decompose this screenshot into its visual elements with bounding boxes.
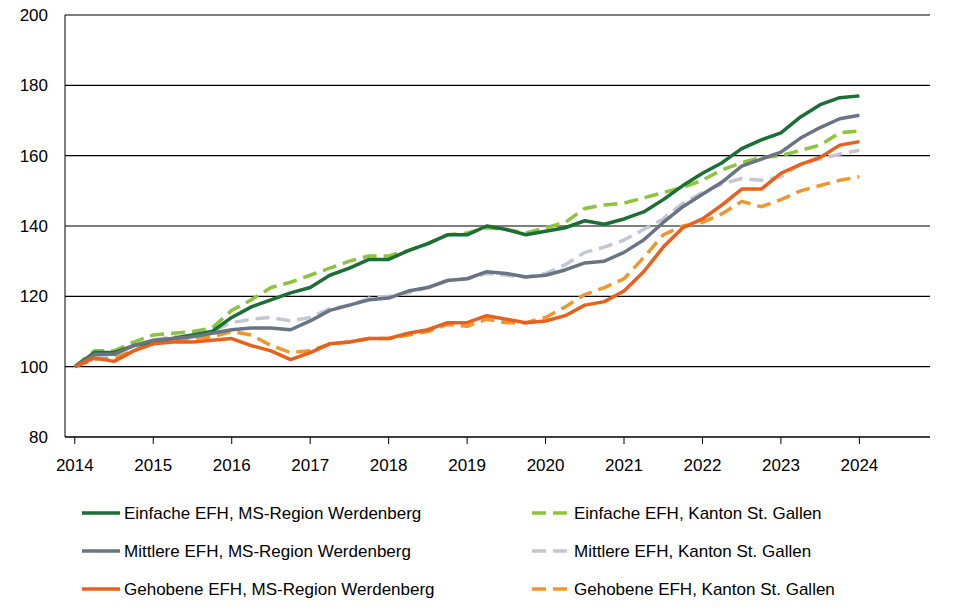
legend-key bbox=[82, 549, 120, 553]
y-tick-label: 80 bbox=[29, 428, 48, 447]
x-tick bbox=[624, 437, 625, 444]
y-tick-label: 120 bbox=[20, 287, 48, 306]
x-tick bbox=[74, 437, 75, 444]
y-grid: 80 100 120 140 160 180 200 bbox=[20, 6, 930, 447]
y-tick-label: 100 bbox=[20, 358, 48, 377]
x-tick bbox=[780, 437, 781, 444]
x-tick-label: 2023 bbox=[762, 456, 800, 475]
legend-label: Mittlere EFH, Kanton St. Gallen bbox=[574, 542, 811, 561]
x-tick bbox=[153, 437, 154, 444]
y-tick-label: 200 bbox=[20, 6, 48, 25]
legend-label: Gehobene EFH, Kanton St. Gallen bbox=[574, 580, 835, 599]
x-tick-label: 2014 bbox=[56, 456, 94, 475]
y-tick-label: 160 bbox=[20, 147, 48, 166]
series-line bbox=[75, 142, 860, 367]
y-tick-label: 180 bbox=[20, 76, 48, 95]
grid-line bbox=[65, 436, 930, 437]
x-tick-label: 2020 bbox=[527, 456, 565, 475]
y-tick-label: 140 bbox=[20, 217, 48, 236]
x-tick bbox=[545, 437, 546, 444]
x-tick-label: 2021 bbox=[605, 456, 643, 475]
grid-line bbox=[65, 366, 930, 367]
x-tick-label: 2017 bbox=[291, 456, 329, 475]
x-tick bbox=[702, 437, 703, 444]
legend-key bbox=[532, 549, 570, 553]
x-tick-label: 2019 bbox=[448, 456, 486, 475]
grid-line bbox=[65, 296, 930, 297]
x-tick bbox=[231, 437, 232, 444]
legend-key bbox=[82, 587, 120, 591]
legend-label: Einfache EFH, MS-Region Werdenberg bbox=[124, 504, 421, 523]
x-axis: 2014 2015 2016 2017 2018 2019 2020 2021 2022 2023… bbox=[56, 437, 878, 475]
legend-key bbox=[82, 511, 120, 515]
x-tick bbox=[388, 437, 389, 444]
grid-line bbox=[65, 155, 930, 156]
legend-label: Gehobene EFH, MS-Region Werdenberg bbox=[124, 580, 435, 599]
x-tick bbox=[310, 437, 311, 444]
series-line bbox=[75, 96, 860, 367]
x-tick-label: 2015 bbox=[134, 456, 172, 475]
x-tick-label: 2022 bbox=[684, 456, 722, 475]
x-tick-label: 2024 bbox=[840, 456, 878, 475]
x-tick-label: 2016 bbox=[213, 456, 251, 475]
y-axis-line bbox=[65, 15, 66, 437]
legend: Einfache EFH, MS-Region Werdenberg Einfac… bbox=[82, 504, 835, 599]
series-line bbox=[75, 115, 860, 366]
x-tick bbox=[467, 437, 468, 444]
legend-key bbox=[532, 587, 570, 591]
legend-label: Mittlere EFH, MS-Region Werdenberg bbox=[124, 542, 411, 561]
x-tick-label: 2018 bbox=[370, 456, 408, 475]
x-tick bbox=[859, 437, 860, 444]
grid-line bbox=[65, 14, 930, 15]
legend-key bbox=[532, 511, 570, 515]
grid-line bbox=[65, 85, 930, 86]
legend-label: Einfache EFH, Kanton St. Gallen bbox=[574, 504, 822, 523]
x-axis-line bbox=[65, 436, 930, 437]
chart: 80 100 120 140 160 180 200 2014 2015 2016 2017 2018… bbox=[0, 0, 960, 611]
lines bbox=[75, 96, 860, 367]
